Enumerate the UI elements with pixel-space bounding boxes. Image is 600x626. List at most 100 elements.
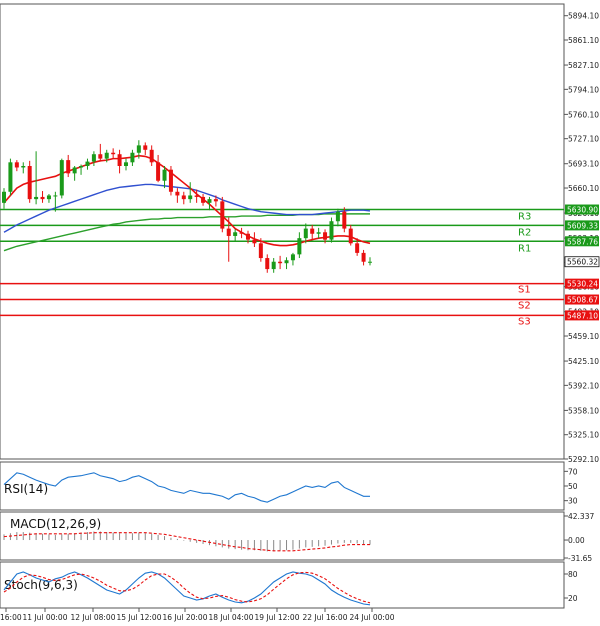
candle-body xyxy=(143,145,148,150)
y-tick-label: 5760.10 xyxy=(568,110,599,119)
candle-body xyxy=(72,167,77,174)
candle-body xyxy=(329,221,334,240)
candle-body xyxy=(368,261,372,263)
candle-body xyxy=(111,152,116,155)
x-tick-label: 11 Jul 00:00 xyxy=(23,613,68,622)
y-tick-label: 5292.10 xyxy=(568,455,599,464)
stoch-tick-label: 80 xyxy=(568,570,578,579)
candle-body xyxy=(14,162,19,168)
ma-short-line xyxy=(3,154,371,247)
candle-body xyxy=(27,166,32,200)
candle-body xyxy=(265,258,270,270)
y-tick-label: 5660.10 xyxy=(568,184,599,193)
level-name-s3: S3 xyxy=(518,316,531,327)
level-price-label: 5630.90 xyxy=(567,206,598,215)
level-name-s1: S1 xyxy=(518,285,531,296)
rsi-tick-label: 30 xyxy=(568,497,578,506)
level-price-label: 5530.24 xyxy=(567,280,598,289)
stoch-d-line xyxy=(3,571,371,604)
x-tick-label: 15 Jul 12:00 xyxy=(117,613,162,622)
main-price-panel: 5894.10 5861.10 5827.10 5794.10 5760.10 5727.… xyxy=(0,3,600,464)
candle-body xyxy=(303,228,308,239)
x-tick-label: 16:00 xyxy=(0,613,22,622)
level-price-label: 5609.33 xyxy=(567,221,598,230)
candle-body xyxy=(53,195,58,197)
candle-body xyxy=(310,228,315,234)
level-price-label: 5508.67 xyxy=(567,296,598,305)
candle-body xyxy=(91,154,96,162)
y-tick-label: 5794.10 xyxy=(568,85,599,94)
candle-body xyxy=(246,233,250,240)
candle-body xyxy=(278,261,283,264)
candle-body xyxy=(284,260,289,264)
rsi-tick-label: 50 xyxy=(568,482,578,491)
candle-body xyxy=(149,149,154,163)
candle-body xyxy=(290,254,295,261)
level-price-label: 5587.76 xyxy=(567,237,598,246)
candle-body xyxy=(342,211,347,229)
candle-body xyxy=(297,238,302,255)
x-tick-label: 12 Jul 08:00 xyxy=(71,613,116,622)
candle-body xyxy=(85,161,90,167)
macd-tick-label: 42.337 xyxy=(568,512,594,521)
macd-tick-label: -31.65 xyxy=(568,554,592,563)
candle-body xyxy=(79,166,84,168)
candle-body xyxy=(239,232,244,234)
x-tick-label: 19 Jul 12:00 xyxy=(255,613,300,622)
level-price-box xyxy=(565,204,599,215)
level-name-r1: R1 xyxy=(518,243,531,254)
candle-body xyxy=(40,196,45,200)
macd-signal-line xyxy=(3,532,370,552)
macd-label: MACD(12,26,9) xyxy=(10,517,101,531)
x-tick-label: 24 Jul 00:00 xyxy=(350,613,395,622)
y-tick-label: 5325.10 xyxy=(568,431,599,440)
rsi-panel-frame xyxy=(0,461,565,511)
candle-body xyxy=(233,232,238,236)
level-name-s2: S2 xyxy=(518,301,531,312)
candle-body xyxy=(348,228,353,244)
candle-body xyxy=(168,169,173,192)
y-tick-label: 5358.10 xyxy=(568,406,599,415)
y-tick-label: 5861.10 xyxy=(568,36,599,45)
candle-body xyxy=(201,196,206,203)
rsi-tick-label: 70 xyxy=(568,467,578,476)
candle-body xyxy=(361,252,366,262)
x-tick-label: 18 Jul 04:00 xyxy=(209,613,254,622)
level-price-label: 5487.10 xyxy=(567,311,598,320)
level-price-box xyxy=(565,278,599,289)
candle-body xyxy=(175,191,180,196)
candle-body xyxy=(2,191,6,203)
time-axis: 16:00 11 Jul 00:00 12 Jul 08:00 15 Jul 12:0… xyxy=(0,608,395,622)
candle-body xyxy=(59,160,64,196)
candle-body xyxy=(21,166,26,168)
y-tick-label: 5727.10 xyxy=(568,135,599,144)
macd-panel: MACD(12,26,9) 42.337 0.00 -31.65 xyxy=(0,511,594,563)
candle-body xyxy=(213,199,218,202)
candle-body xyxy=(98,154,103,159)
level-name-r2: R2 xyxy=(518,227,531,238)
level-price-box xyxy=(565,236,599,247)
candle-body xyxy=(316,232,321,234)
stoch-panel-frame xyxy=(0,561,565,609)
candle-body xyxy=(258,243,263,259)
y-tick-label: 5459.10 xyxy=(568,332,599,341)
candle-body xyxy=(335,211,340,222)
level-price-box xyxy=(565,294,599,305)
level-name-r3: R3 xyxy=(518,212,531,223)
candle-body xyxy=(117,154,122,167)
candle-body xyxy=(156,162,161,181)
y-tick-label: 5894.10 xyxy=(568,12,599,21)
candle-body xyxy=(124,162,128,167)
candle-body xyxy=(46,195,51,200)
level-price-box xyxy=(565,220,599,231)
stoch-panel: Stoch(9,6,3) 80 20 xyxy=(0,561,578,609)
y-tick-label: 5693.10 xyxy=(568,160,599,169)
current-price-label: 5560.32 xyxy=(567,258,598,267)
candle-body xyxy=(220,201,225,229)
x-tick-label: 16 Jul 20:00 xyxy=(163,613,208,622)
macd-tick-label: 0.00 xyxy=(568,536,585,545)
candle-body xyxy=(66,160,71,174)
y-tick-label: 5392.10 xyxy=(568,381,599,390)
candle-body xyxy=(181,195,186,200)
